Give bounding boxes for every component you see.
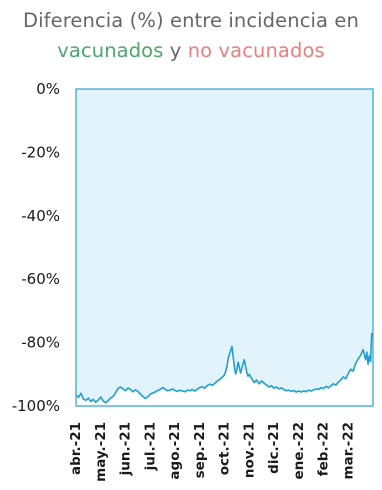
y-tick-label: 0% (36, 80, 60, 98)
x-tick-label: ene.-22 (291, 422, 307, 479)
series-area (76, 333, 372, 406)
plot-border (75, 88, 374, 407)
y-tick-label: -80% (21, 334, 60, 352)
title-unvaccinated: no vacunados (187, 39, 325, 62)
x-tick-label: nov.-21 (241, 422, 257, 478)
series-line (75, 333, 373, 404)
chart-title: Diferencia (%) entre incidencia en vacun… (0, 6, 382, 66)
y-tick-label: -40% (21, 207, 60, 225)
x-tick-label: oct.-21 (217, 422, 233, 475)
title-vaccinated: vacunados (57, 39, 164, 62)
title-line-1: Diferencia (%) entre incidencia en (23, 9, 359, 32)
y-tick-label: -100% (12, 397, 60, 415)
x-tick-label: jul.-21 (142, 422, 158, 471)
x-tick-label: jun.-21 (118, 422, 134, 476)
y-tick-label: -20% (21, 143, 60, 161)
title-line-2: vacunados y no vacunados (0, 36, 382, 66)
x-axis: abr.-21 may.-21 jun.-21 jul.-21 ago.-21 sep.-… (68, 422, 356, 482)
x-tick-label: abr.-21 (68, 422, 84, 475)
title-connector: y (163, 39, 188, 62)
x-tick-label: sep.-21 (192, 422, 208, 478)
plot-area (75, 88, 374, 407)
x-tick-label: mar.-22 (340, 422, 356, 479)
y-tick-label: -60% (21, 270, 60, 288)
x-tick-label: ago.-21 (167, 422, 183, 480)
y-axis: 0% -20% -40% -60% -80% -100% (12, 80, 60, 415)
x-tick-label: dic.-21 (266, 422, 282, 474)
x-tick-label: may.-21 (93, 422, 109, 482)
plot-background (76, 89, 373, 406)
x-tick-label: feb.-22 (316, 422, 332, 476)
